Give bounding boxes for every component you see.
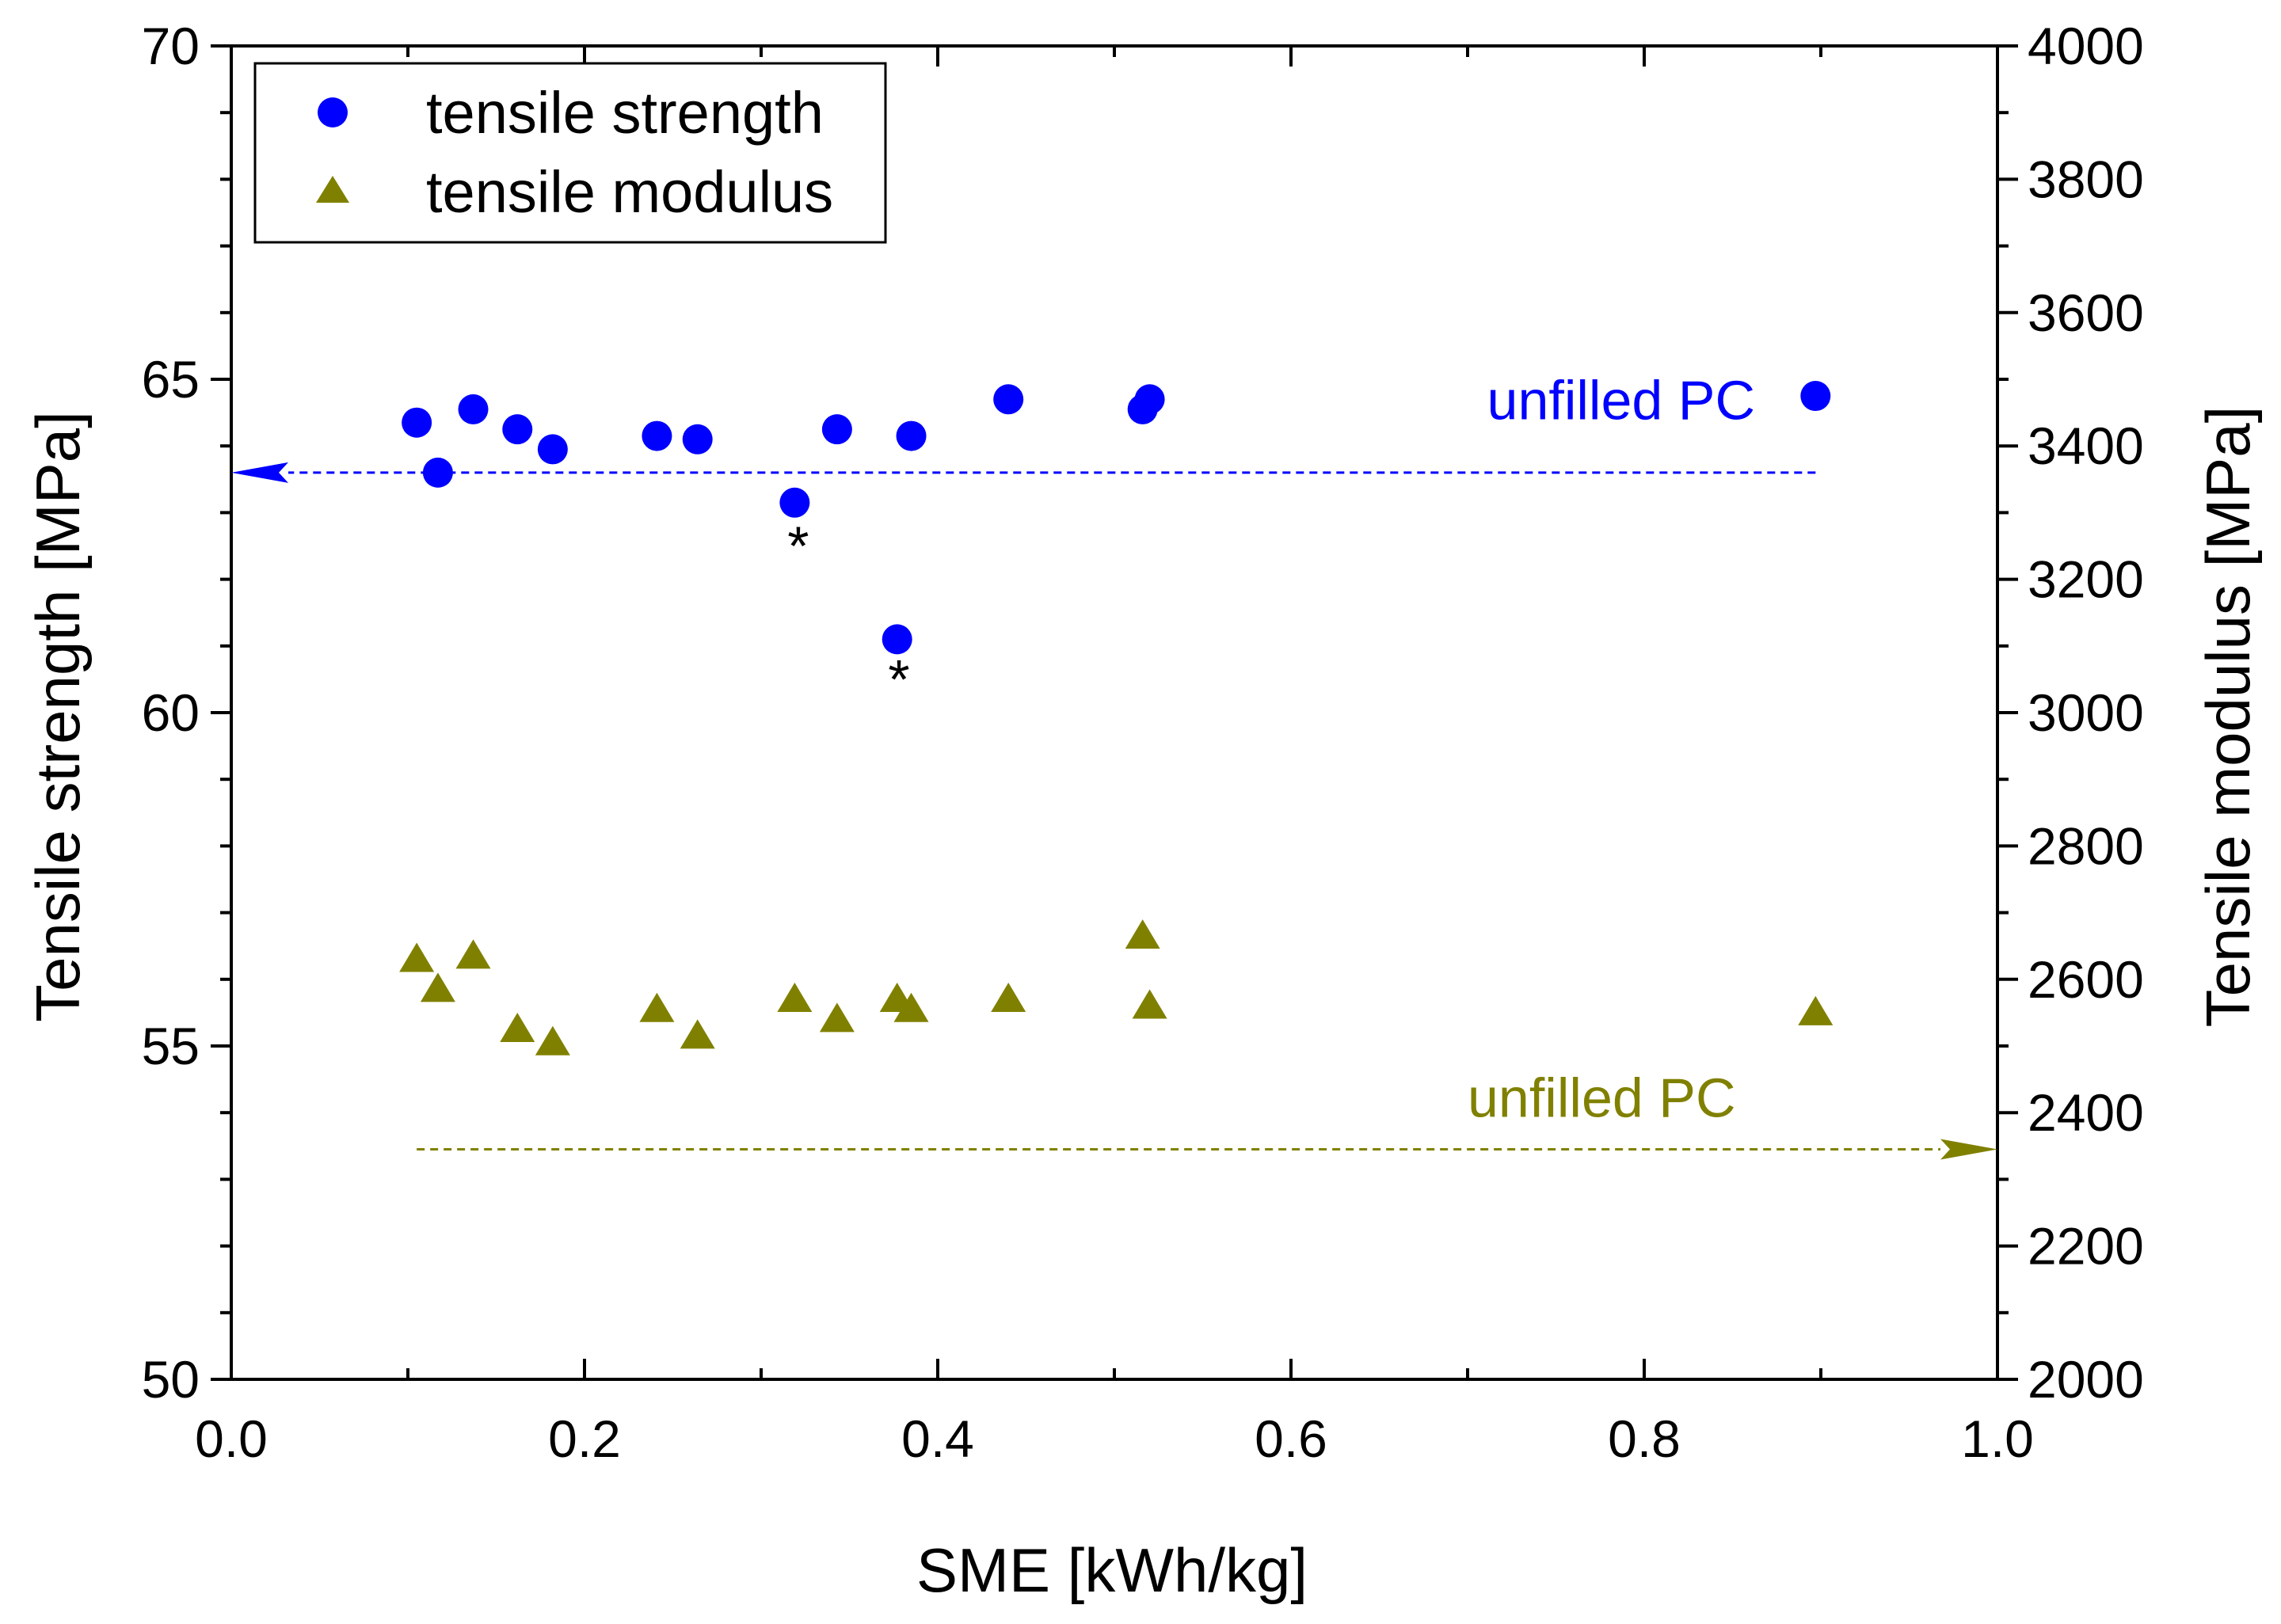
y-right-tick-label: 2400: [2028, 1083, 2144, 1142]
data-point-tensile-modulus: [991, 983, 1026, 1013]
y-right-tick-label: 3800: [2028, 150, 2144, 208]
y-left-tick-label: 65: [142, 350, 200, 409]
data-point-tensile-strength: [502, 414, 533, 445]
data-point-tensile-modulus: [1132, 989, 1167, 1019]
reference-arrowhead: [1940, 1139, 1997, 1160]
x-tick-label: 0.4: [901, 1409, 974, 1468]
reference-line-label: unfilled PC: [1468, 1067, 1736, 1128]
data-point-tensile-modulus: [1125, 919, 1160, 949]
data-point-tensile-strength: [642, 420, 672, 451]
y-right-tick-label: 2600: [2028, 950, 2144, 1009]
data-point-tensile-modulus: [680, 1019, 715, 1049]
y-right-tick-label: 2000: [2028, 1350, 2144, 1409]
x-tick-label: 0.6: [1255, 1409, 1327, 1468]
y-right-tick-label: 3600: [2028, 283, 2144, 342]
data-point-tensile-modulus: [500, 1012, 535, 1042]
y-right-tick-label: 3200: [2028, 550, 2144, 609]
data-point-tensile-strength: [682, 424, 713, 454]
reference-lines-layer: unfilled PC unfilled PC: [231, 370, 1997, 1160]
x-tick-label: 0.0: [195, 1409, 268, 1468]
data-point-tensile-modulus: [819, 1002, 855, 1033]
data-point-tensile-strength: [882, 624, 912, 655]
data-point-tensile-strength: [1800, 381, 1831, 412]
data-point-tensile-modulus: [535, 1025, 570, 1055]
y-right-tick-label: 3000: [2028, 683, 2144, 742]
data-point-tensile-modulus: [1798, 995, 1834, 1025]
legend-label-tensile-strength: tensile strength: [426, 80, 824, 146]
data-point-tensile-modulus: [893, 992, 929, 1022]
x-axis-title: SME [kWh/kg]: [916, 1535, 1308, 1605]
reference-arrowhead: [231, 462, 288, 483]
legend-marker-tensile-strength: [318, 97, 348, 127]
reference-line-label: unfilled PC: [1487, 370, 1756, 432]
axes-layer: 0.0 0.2 0.4 0.6 0.8 1.0 50 55 60 65 70 2000 2200 2400…: [142, 17, 2144, 1468]
data-point-tensile-strength: [422, 457, 453, 488]
y-left-tick-label: 55: [142, 1017, 200, 1075]
data-point-tensile-strength: [779, 487, 810, 518]
y-left-tick-label: 60: [142, 683, 200, 742]
y-left-tick-label: 70: [142, 17, 200, 75]
outlier-asterisk: *: [888, 648, 909, 710]
data-point-tensile-strength: [402, 407, 432, 438]
data-point-tensile-modulus: [455, 939, 491, 969]
y-right-tick-label: 2800: [2028, 816, 2144, 875]
x-tick-label: 0.2: [548, 1409, 621, 1468]
data-points-layer: [399, 381, 1834, 1055]
plot-frame: [230, 44, 1999, 1381]
data-point-tensile-strength: [1134, 384, 1165, 415]
data-point-tensile-strength: [821, 414, 852, 445]
legend-marker-tensile-modulus: [316, 176, 349, 203]
data-point-tensile-strength: [537, 434, 568, 465]
data-point-tensile-strength: [993, 384, 1024, 415]
data-point-tensile-modulus: [639, 992, 675, 1022]
y-axis-right-title: Tensile modulus [MPa]: [2193, 406, 2263, 1028]
y-right-tick-label: 3400: [2028, 416, 2144, 475]
data-point-tensile-modulus: [420, 972, 455, 1002]
data-point-tensile-strength: [896, 420, 927, 451]
y-axis-left-title: Tensile strength [MPa]: [23, 411, 93, 1022]
data-point-tensile-modulus: [777, 983, 813, 1013]
outlier-asterisk: *: [787, 515, 809, 577]
x-tick-label: 1.0: [1961, 1409, 2034, 1468]
x-tick-label: 0.8: [1608, 1409, 1681, 1468]
data-point-tensile-strength: [458, 394, 489, 424]
legend: tensile strength tensile modulus: [253, 62, 887, 244]
legend-label-tensile-modulus: tensile modulus: [426, 159, 833, 225]
y-right-tick-label: 2200: [2028, 1217, 2144, 1276]
annotations-layer: **: [787, 515, 909, 710]
data-point-tensile-modulus: [399, 942, 435, 972]
legend-box: [253, 62, 887, 244]
y-right-tick-label: 4000: [2028, 17, 2144, 75]
y-left-tick-label: 50: [142, 1350, 200, 1409]
